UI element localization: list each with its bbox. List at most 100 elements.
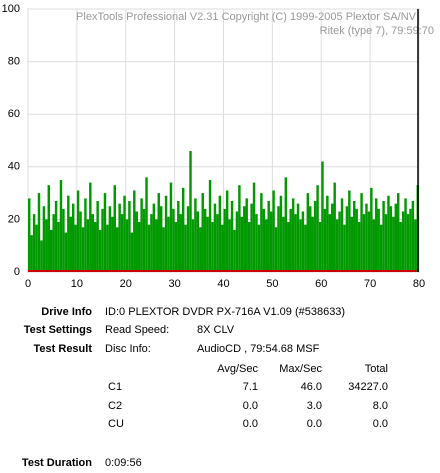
bar	[238, 185, 241, 272]
bar	[355, 208, 358, 272]
bar	[62, 208, 65, 272]
bar	[309, 206, 312, 272]
bar	[225, 190, 229, 272]
bar	[201, 193, 204, 272]
cell: 7.1	[242, 381, 258, 393]
bar	[360, 193, 363, 272]
value: 0:09:56	[105, 457, 142, 469]
bar	[313, 200, 317, 272]
bar	[42, 206, 46, 272]
x-tick-label: 10	[71, 278, 83, 290]
bar	[177, 200, 180, 272]
bar	[113, 185, 116, 272]
bar	[230, 200, 234, 272]
bar	[199, 227, 202, 272]
x-tick-label: 70	[364, 278, 376, 290]
bar	[247, 222, 251, 272]
bar	[71, 203, 75, 272]
bar	[343, 224, 346, 272]
x-tick-label: 50	[266, 278, 278, 290]
bar	[115, 227, 119, 272]
bar	[414, 219, 417, 272]
bar	[155, 219, 158, 272]
bar	[137, 222, 141, 272]
label: Test Settings	[23, 324, 92, 336]
row-label: CU	[108, 418, 124, 430]
bar	[79, 211, 82, 272]
bar	[76, 190, 80, 272]
bar	[150, 214, 153, 272]
bar	[157, 193, 160, 272]
cell: 0.0	[242, 399, 258, 412]
bar	[32, 214, 36, 272]
key: Disc Info:	[105, 343, 151, 355]
bar	[135, 211, 138, 272]
bar	[377, 208, 380, 272]
bar	[211, 222, 214, 272]
bar	[240, 216, 244, 272]
bar	[186, 206, 190, 272]
bar	[167, 216, 170, 272]
bar	[326, 195, 329, 272]
bar	[357, 222, 361, 272]
bar	[96, 200, 99, 272]
column-header: Avg/Sec	[217, 363, 258, 375]
bar	[172, 208, 175, 272]
bar	[277, 206, 280, 272]
bar	[350, 216, 354, 272]
label: Drive Info	[41, 306, 92, 318]
y-tick-label: 40	[8, 161, 20, 173]
bar	[301, 211, 305, 272]
bar	[108, 206, 112, 272]
bar	[362, 214, 366, 272]
bar	[306, 193, 310, 272]
bar	[279, 195, 283, 272]
label: Test Result	[33, 343, 92, 355]
bar	[316, 185, 319, 272]
bar	[370, 187, 373, 272]
bar	[57, 222, 60, 272]
y-tick-label: 0	[14, 266, 20, 278]
bar	[59, 179, 63, 272]
bar	[384, 214, 388, 272]
value: AudioCD , 79:54.68 MSF	[197, 343, 320, 355]
bar	[262, 208, 266, 272]
bar	[208, 179, 212, 272]
bar	[103, 193, 107, 272]
x-tick-label: 60	[315, 278, 327, 290]
bar	[179, 214, 182, 272]
bar	[245, 198, 248, 272]
bar	[252, 182, 256, 272]
bar	[299, 219, 302, 272]
bar	[328, 214, 332, 272]
bar	[159, 206, 163, 272]
bar	[133, 190, 136, 272]
bar	[284, 177, 288, 272]
bar	[401, 211, 405, 272]
bar	[340, 198, 344, 272]
cell: 0.0	[306, 418, 322, 430]
bar	[191, 219, 195, 272]
bar	[387, 195, 390, 272]
bar	[318, 222, 322, 272]
x-tick-label: 80	[413, 278, 425, 290]
bar	[162, 227, 165, 272]
bar	[223, 208, 226, 272]
bar	[382, 200, 385, 272]
bar	[338, 211, 341, 272]
value: 8X CLV	[197, 324, 235, 336]
bar	[123, 195, 126, 272]
bar	[216, 214, 219, 272]
row-label: C1	[108, 381, 123, 393]
bar	[272, 190, 275, 272]
x-tick-label: 40	[217, 278, 229, 290]
bar	[84, 198, 87, 272]
cell: 3.0	[306, 399, 322, 412]
bar	[296, 203, 300, 272]
bar	[40, 240, 43, 272]
bar	[64, 232, 68, 272]
bar	[174, 222, 178, 272]
bar	[282, 216, 285, 272]
bar	[250, 203, 253, 272]
bar	[181, 187, 185, 272]
